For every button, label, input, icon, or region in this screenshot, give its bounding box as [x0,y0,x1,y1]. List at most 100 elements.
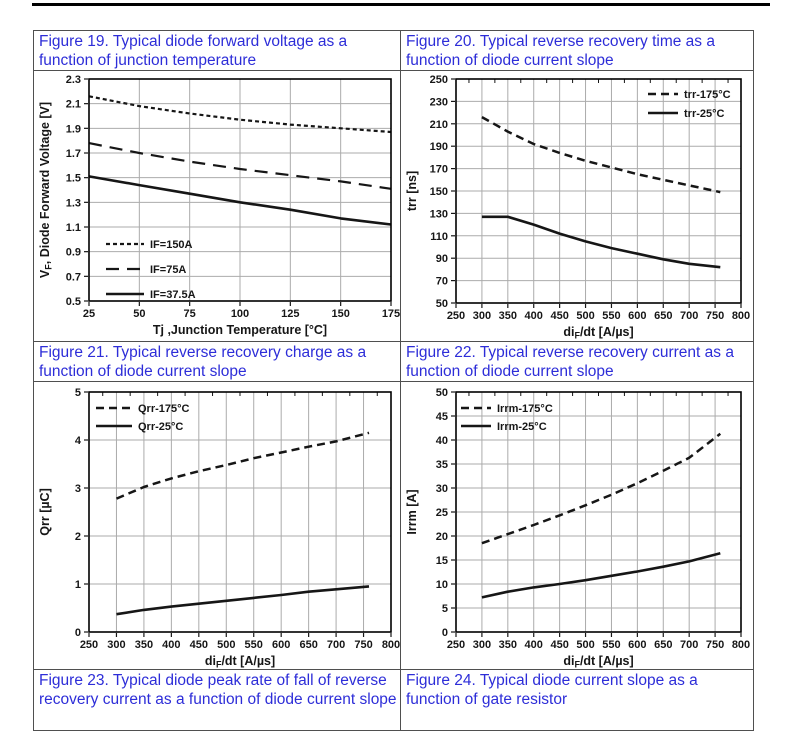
chart-canvas: 250 300 350 400 450 500 550 600 650 700 750 800 50 70… [405,74,750,341]
svg-text:5: 5 [75,387,81,399]
svg-text:25: 25 [83,308,95,320]
svg-text:4: 4 [75,435,82,447]
svg-text:45: 45 [436,411,448,423]
figure-20-chart: 250 300 350 400 450 500 550 600 650 700 750 800 50 70… [401,71,754,342]
svg-text:35: 35 [436,459,448,471]
svg-text:trr-175°C: trr-175°C [684,89,731,101]
svg-text:800: 800 [732,639,750,651]
svg-text:150: 150 [430,186,448,198]
svg-text:0: 0 [442,627,448,639]
svg-text:20: 20 [436,531,448,543]
figure-19-caption: Figure 19. Typical diode forward voltage… [34,31,401,71]
svg-text:750: 750 [706,310,724,322]
chart-canvas: 25 50 75 100 125 150 175 0.5 0.7 0.9 1.1 1.3 1.5 1.7 1… [38,74,400,337]
svg-text:70: 70 [436,276,448,288]
svg-text:trr-25°C: trr-25°C [684,108,725,120]
svg-text:50: 50 [133,308,145,320]
svg-text:IF=150A: IF=150A [150,239,193,251]
svg-text:10: 10 [436,579,448,591]
svg-text:400: 400 [162,639,180,651]
svg-text:diF/dt [A/µs]: diF/dt [A/µs] [205,654,275,670]
svg-text:diF/dt [A/µs]: diF/dt [A/µs] [563,325,633,341]
svg-text:1.3: 1.3 [66,197,81,209]
svg-text:350: 350 [499,310,517,322]
svg-text:300: 300 [473,310,491,322]
svg-text:300: 300 [107,639,125,651]
svg-text:250: 250 [447,310,465,322]
svg-text:2.3: 2.3 [66,74,81,86]
svg-text:50: 50 [436,298,448,310]
figure-19-chart: 25 50 75 100 125 150 175 0.5 0.7 0.9 1.1 1.3 1.5 1.7 1… [34,71,401,342]
svg-text:650: 650 [654,310,672,322]
svg-text:VF, Diode Forward Voltage [V]: VF, Diode Forward Voltage [V] [38,102,54,278]
svg-text:Irrm [A]: Irrm [A] [405,489,419,534]
svg-text:700: 700 [680,310,698,322]
svg-text:230: 230 [430,96,448,108]
svg-text:3: 3 [75,483,81,495]
svg-text:500: 500 [576,639,594,651]
svg-text:500: 500 [217,639,235,651]
svg-text:30: 30 [436,483,448,495]
svg-text:Irrm-175°C: Irrm-175°C [497,403,553,415]
svg-text:350: 350 [499,639,517,651]
svg-text:2.1: 2.1 [66,99,81,111]
svg-text:150: 150 [331,308,349,320]
svg-text:75: 75 [184,308,196,320]
svg-text:600: 600 [628,639,646,651]
svg-text:5: 5 [442,603,448,615]
svg-text:50: 50 [436,387,448,399]
svg-text:400: 400 [525,639,543,651]
svg-text:800: 800 [382,639,400,651]
svg-text:600: 600 [628,310,646,322]
svg-text:1.1: 1.1 [66,222,81,234]
svg-text:650: 650 [654,639,672,651]
svg-text:550: 550 [245,639,263,651]
svg-text:90: 90 [436,253,448,265]
svg-text:0: 0 [75,627,81,639]
svg-text:550: 550 [602,310,620,322]
svg-text:trr [ns]: trr [ns] [405,171,419,211]
svg-text:Qrr [µC]: Qrr [µC] [38,488,52,535]
svg-text:250: 250 [447,639,465,651]
svg-text:750: 750 [706,639,724,651]
svg-text:175: 175 [382,308,400,320]
figure-22-caption: Figure 22. Typical reverse recovery curr… [401,342,754,382]
svg-text:600: 600 [272,639,290,651]
svg-text:110: 110 [430,231,448,243]
svg-text:2: 2 [75,531,81,543]
svg-text:800: 800 [732,310,750,322]
svg-text:100: 100 [231,308,249,320]
svg-text:450: 450 [550,639,568,651]
figure-table: Figure 19. Typical diode forward voltage… [33,30,754,731]
chart-canvas: 250 300 350 400 450 500 550 600 650 700 750 800 0 5 10… [405,387,750,670]
svg-text:700: 700 [680,639,698,651]
figure-24-caption: Figure 24. Typical diode current slope a… [401,670,754,731]
svg-text:1.9: 1.9 [66,123,81,135]
svg-text:250: 250 [80,639,98,651]
svg-text:40: 40 [436,435,448,447]
svg-text:1.7: 1.7 [66,148,81,160]
svg-text:Qrr-25°C: Qrr-25°C [138,421,183,433]
svg-text:IF=37.5A: IF=37.5A [150,289,196,301]
svg-text:450: 450 [550,310,568,322]
svg-text:125: 125 [281,308,299,320]
svg-text:1: 1 [75,579,81,591]
svg-text:Tj ,Junction Temperature [°C]: Tj ,Junction Temperature [°C] [153,323,327,337]
figure-23-caption: Figure 23. Typical diode peak rate of fa… [34,670,401,731]
svg-text:250: 250 [430,74,448,86]
svg-text:15: 15 [436,555,448,567]
svg-text:210: 210 [430,119,448,131]
chart-canvas: 250 300 350 400 450 500 550 600 650 700 750 800 0 1 2 3… [38,387,400,670]
figure-21-caption: Figure 21. Typical reverse recovery char… [34,342,401,382]
svg-text:IF=75A: IF=75A [150,264,186,276]
page-divider-rule [32,3,770,6]
figure-21-chart: 250 300 350 400 450 500 550 600 650 700 750 800 0 1 2 3… [34,382,401,670]
svg-text:diF/dt [A/µs]: diF/dt [A/µs] [563,654,633,670]
svg-text:0.9: 0.9 [66,247,81,259]
svg-text:1.5: 1.5 [66,173,81,185]
svg-text:750: 750 [354,639,372,651]
svg-text:25: 25 [436,507,448,519]
svg-text:500: 500 [576,310,594,322]
svg-text:400: 400 [525,310,543,322]
svg-text:130: 130 [430,208,448,220]
